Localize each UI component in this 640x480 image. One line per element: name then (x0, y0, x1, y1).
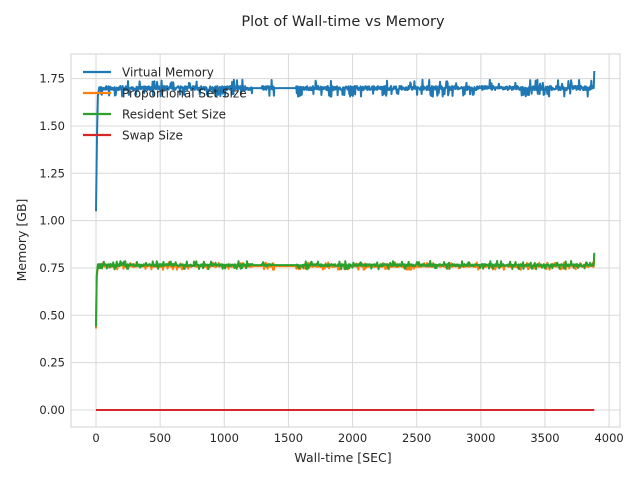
y-tick-label: 1.50 (39, 119, 65, 133)
x-tick-label: 3500 (530, 431, 559, 445)
y-tick-label: 1.75 (39, 72, 65, 86)
y-tick-label: 1.25 (39, 166, 65, 180)
legend: Virtual Memory Proportional Set Size Resid… (83, 66, 247, 143)
series-lines (95, 70, 596, 411)
y-tick-labels: 0.00 0.25 0.50 0.75 1.00 1.25 1.50 1.75 (39, 72, 65, 417)
legend-label-proportional-set-size: Proportional Set Size (122, 87, 247, 101)
x-axis-label: Wall-time [SEC] (294, 450, 391, 465)
y-tick-label: 1.00 (39, 214, 65, 228)
x-tick-label: 1000 (210, 431, 239, 445)
y-tick-label: 0.75 (39, 261, 65, 275)
x-tick-label: 2000 (338, 431, 367, 445)
y-tick-label: 0.25 (39, 356, 65, 370)
x-tick-label: 3000 (466, 431, 495, 445)
chart-title: Plot of Wall-time vs Memory (241, 14, 445, 30)
plot-area (70, 53, 621, 428)
x-tick-label: 500 (149, 431, 171, 445)
legend-label-virtual-memory: Virtual Memory (122, 66, 214, 80)
x-tick-label: 1500 (274, 431, 303, 445)
y-tick-label: 0.50 (39, 308, 65, 322)
x-tick-label: 4000 (594, 431, 623, 445)
x-tick-label: 0 (92, 431, 99, 445)
series-line-resident-set-size (95, 252, 596, 327)
y-axis-label: Memory [GB] (14, 199, 29, 282)
legend-label-resident-set-size: Resident Set Size (122, 108, 226, 122)
x-tick-labels: 0 500 1000 1500 2000 2500 3000 3500 4000 (92, 431, 623, 445)
y-tick-label: 0.00 (39, 403, 65, 417)
legend-label-swap-size: Swap Size (122, 129, 183, 143)
series-line-virtual-memory (95, 70, 596, 212)
x-tick-label: 2500 (402, 431, 431, 445)
